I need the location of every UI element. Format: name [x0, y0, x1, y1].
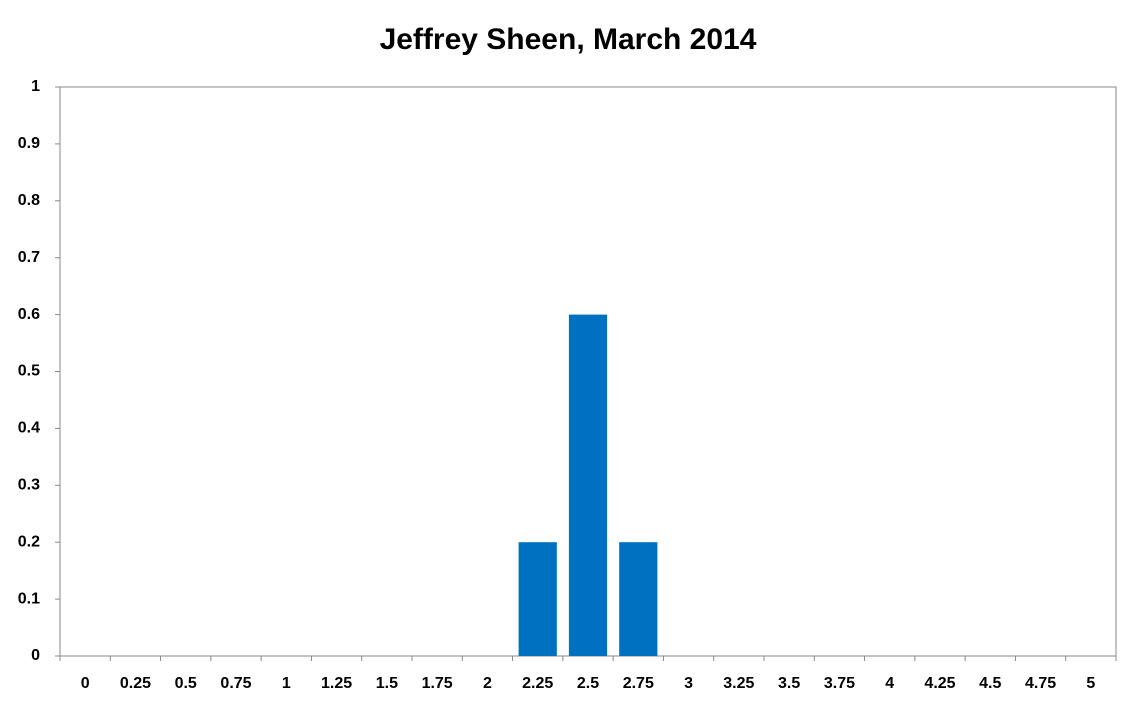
x-tick-label: 4.25	[924, 675, 955, 692]
x-tick-label: 5	[1086, 675, 1095, 692]
y-tick-label: 1	[31, 78, 40, 95]
x-tick-label: 1.75	[422, 675, 453, 692]
bar	[568, 314, 608, 656]
y-tick-label: 0.8	[18, 192, 40, 209]
y-tick-label: 0.6	[18, 306, 40, 323]
x-tick-label: 3.5	[778, 675, 800, 692]
y-tick-label: 0.5	[18, 363, 40, 380]
bar	[518, 542, 557, 656]
y-tick-label: 0.4	[18, 420, 40, 437]
y-tick-label: 0.9	[18, 135, 40, 152]
x-tick-label: 3	[684, 675, 693, 692]
x-tick-label: 0.75	[220, 675, 251, 692]
y-tick-label: 0	[31, 647, 40, 664]
x-tick-label: 1	[282, 675, 291, 692]
x-tick-label: 0.25	[120, 675, 151, 692]
x-tick-label: 2.75	[623, 675, 654, 692]
x-tick-label: 2.25	[522, 675, 553, 692]
y-tick-label: 0.2	[18, 533, 40, 550]
bar	[619, 542, 658, 656]
x-tick-label: 0	[81, 675, 90, 692]
x-tick-label: 4.5	[979, 675, 1001, 692]
x-tick-label: 3.25	[723, 675, 754, 692]
x-tick-label: 2	[483, 675, 492, 692]
chart-title: Jeffrey Sheen, March 2014	[380, 23, 757, 56]
x-tick-label: 3.75	[824, 675, 855, 692]
y-tick-label: 0.1	[18, 590, 40, 607]
y-tick-label: 0.7	[18, 249, 40, 266]
x-tick-label: 1.25	[321, 675, 352, 692]
x-tick-label: 0.5	[175, 675, 197, 692]
x-tick-label: 4.75	[1025, 675, 1056, 692]
x-tick-label: 4	[885, 675, 894, 692]
y-tick-label: 0.3	[18, 477, 40, 494]
x-tick-label: 1.5	[376, 675, 398, 692]
x-tick-label: 2.5	[577, 675, 599, 692]
